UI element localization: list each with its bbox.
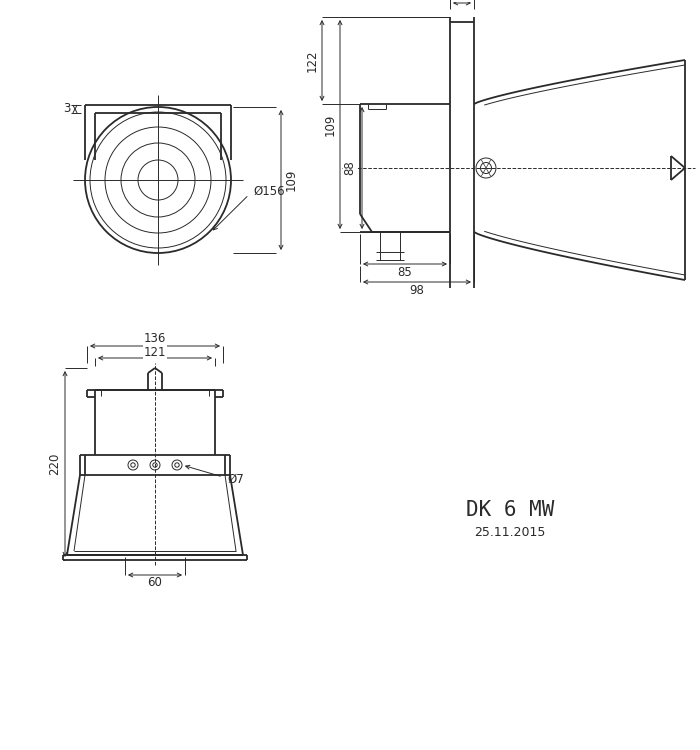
Text: 3: 3 xyxy=(63,103,71,116)
Text: 98: 98 xyxy=(410,284,424,298)
Text: 136: 136 xyxy=(144,332,166,346)
Text: 25: 25 xyxy=(454,0,470,2)
Text: 88: 88 xyxy=(344,160,356,176)
Text: Ø156: Ø156 xyxy=(253,184,285,197)
Text: 220: 220 xyxy=(48,453,62,476)
Text: 109: 109 xyxy=(284,169,298,191)
Text: 85: 85 xyxy=(398,266,412,280)
Text: 60: 60 xyxy=(148,577,162,590)
Text: 122: 122 xyxy=(305,50,318,72)
Text: Ø7: Ø7 xyxy=(227,472,244,485)
Text: 25.11.2015: 25.11.2015 xyxy=(475,526,546,538)
Text: 121: 121 xyxy=(144,346,167,358)
Text: 109: 109 xyxy=(323,113,337,136)
Text: DK 6 MW: DK 6 MW xyxy=(466,500,554,520)
